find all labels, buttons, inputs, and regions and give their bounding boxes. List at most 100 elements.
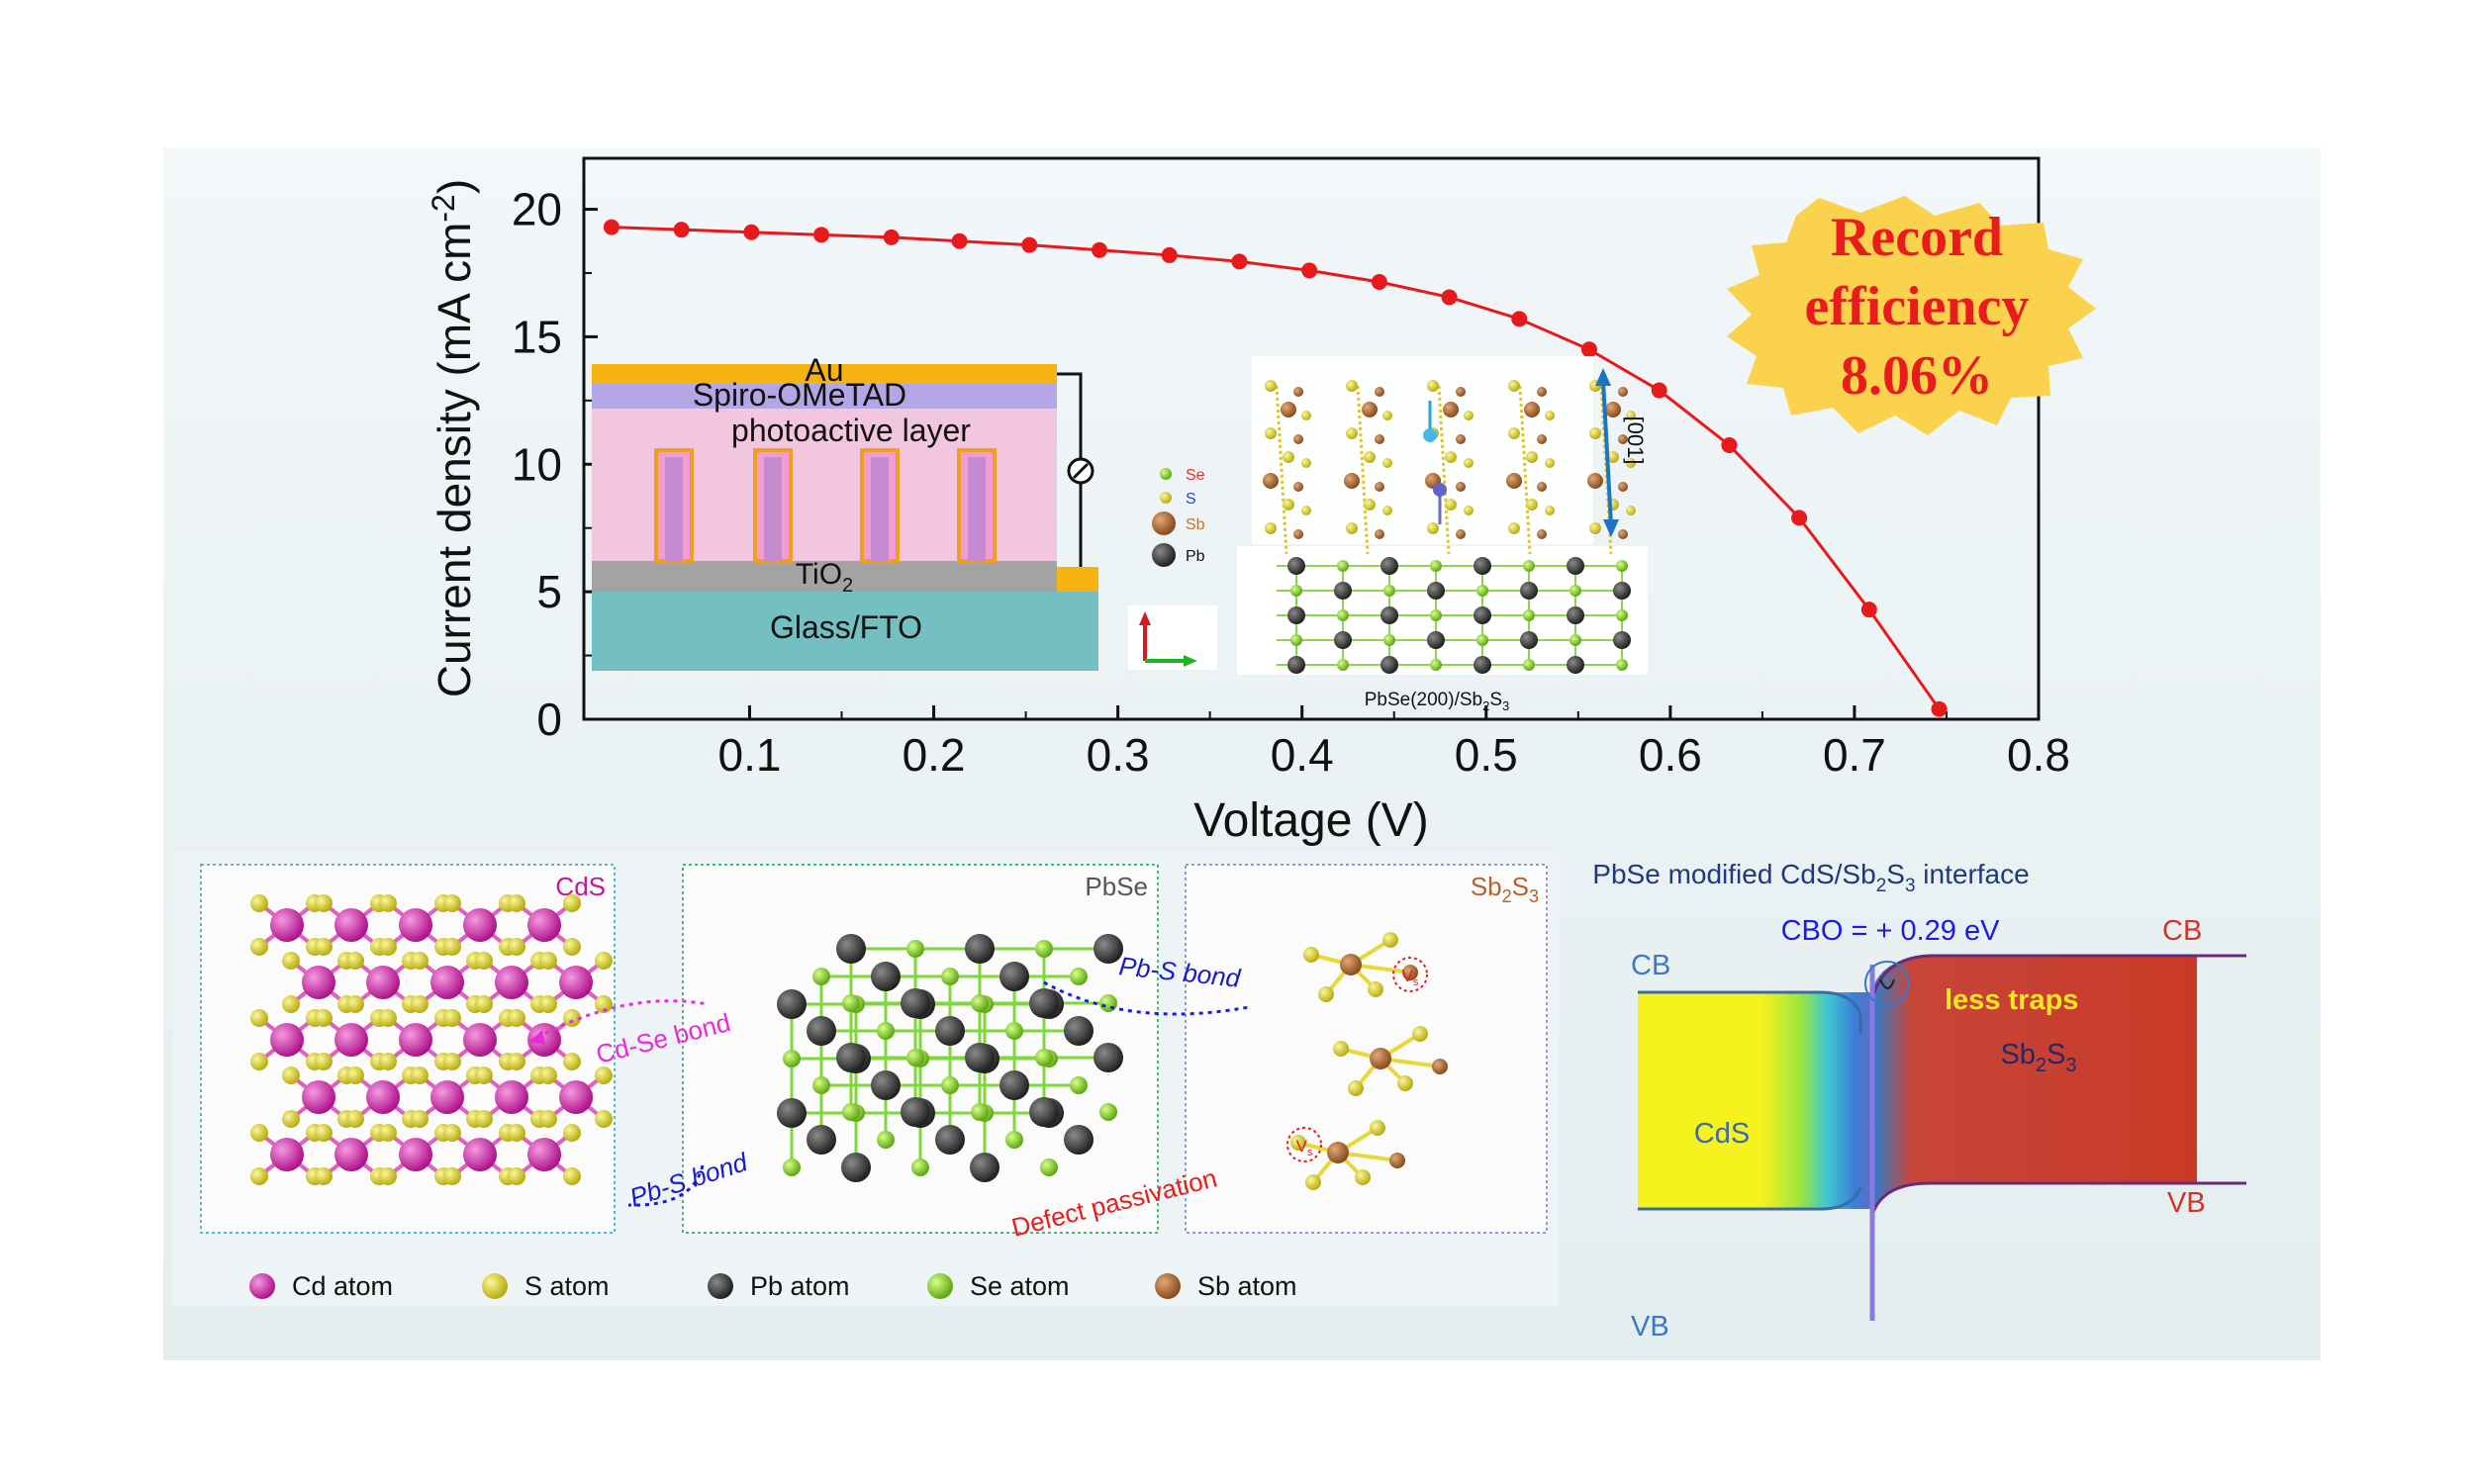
data-point <box>1092 241 1108 258</box>
legend-se: Se <box>1186 467 1205 484</box>
se-atom <box>1337 609 1349 621</box>
se-atom <box>783 1159 801 1176</box>
badge-line3: 8.06% <box>1841 345 1993 407</box>
x-tick-label: 0.8 <box>2007 729 2070 781</box>
s-atom <box>1364 499 1376 510</box>
s-atom <box>475 995 493 1013</box>
s-atom <box>346 1067 364 1084</box>
y-tick-label: 10 <box>512 438 562 490</box>
pb-atom <box>777 1098 807 1128</box>
s-atom <box>411 995 428 1013</box>
vacancy-top-sub: s <box>1413 976 1419 988</box>
chain-atom <box>1545 506 1555 515</box>
data-point <box>1860 602 1877 618</box>
s-atom <box>1445 451 1457 463</box>
sb-atom <box>1281 402 1296 417</box>
cds-label: CdS <box>1694 1118 1750 1150</box>
pb-atom <box>901 1097 930 1127</box>
cd-atom <box>559 1080 593 1114</box>
s-atom <box>1318 986 1334 1002</box>
s-atom <box>475 1067 493 1084</box>
chain-atom <box>1301 458 1311 468</box>
chain-atom <box>1456 434 1466 444</box>
s-atom <box>1305 1174 1321 1190</box>
cd-atom <box>495 1080 528 1114</box>
s-atom <box>315 1009 333 1027</box>
cds-vb-line <box>1638 1186 1862 1211</box>
chain-atom <box>1618 434 1628 444</box>
se-atom <box>1337 560 1349 572</box>
sb2s3-band-sub2: 3 <box>2065 1055 2076 1076</box>
caption-sub1: 2 <box>1482 698 1489 713</box>
se-atom <box>1383 634 1395 646</box>
s-atom <box>1346 427 1358 439</box>
s-atom <box>379 894 397 912</box>
sb2s3-title-mid: S <box>1512 872 1529 901</box>
structure-caption: PbSe(200)/Sb2S3 <box>1365 690 1510 713</box>
s-atom <box>1355 1169 1371 1185</box>
x-tick-label: 0.4 <box>1271 729 1334 781</box>
x-tick-label: 0.7 <box>1823 729 1886 781</box>
label-spiro: Spiro-OMeTAD <box>693 377 906 413</box>
data-point <box>1441 289 1458 306</box>
pb-atom <box>1520 631 1538 649</box>
bottom-contact <box>1057 567 1098 592</box>
y-axis-label-main: Current density (mA cm <box>428 223 480 698</box>
pb-atom <box>1287 656 1305 674</box>
sb2s3-slab-bg <box>1252 356 1593 544</box>
sb-atom <box>1506 473 1522 489</box>
sb2s3-title-main: Sb <box>1471 872 1502 901</box>
y-tick-label: 15 <box>512 311 562 362</box>
pb-atom <box>871 1070 901 1100</box>
se-atom <box>1523 659 1535 671</box>
se-atom <box>1430 560 1442 572</box>
sb2s3-vb-line <box>1870 1181 2246 1216</box>
layer-spiro <box>592 384 1057 409</box>
cd-atom <box>302 966 335 999</box>
s-atom <box>346 1110 364 1128</box>
se-atom <box>1290 634 1302 646</box>
s-atom <box>250 1167 268 1185</box>
s-atom <box>1589 522 1601 534</box>
s-atom <box>1526 499 1538 510</box>
sb2s3-title-sub2: 3 <box>1529 886 1539 906</box>
crystal-atoms <box>250 894 1448 1190</box>
legend-cd-dot <box>249 1273 275 1299</box>
s-atom <box>411 952 428 970</box>
se-atom <box>1099 1103 1117 1121</box>
se-atom <box>906 940 924 958</box>
cd-atom <box>334 908 368 942</box>
chain-atom <box>1293 529 1303 539</box>
pb-atom <box>1029 988 1059 1018</box>
label-au: Au <box>805 352 843 388</box>
s-atom <box>443 1053 461 1070</box>
s-atom <box>443 1009 461 1027</box>
data-point <box>1651 382 1667 399</box>
vb-left-label: VB <box>1631 1311 1669 1343</box>
se-atom <box>1290 585 1302 597</box>
s-atom <box>250 1053 268 1070</box>
data-point <box>1021 236 1038 253</box>
y-axis-label: Current density (mA cm-2) <box>426 179 480 697</box>
pb-atom <box>807 1016 836 1046</box>
axis-ticks: 0.1 0.2 0.3 0.4 0.5 0.6 0.7 0.8 0 5 10 15 20 <box>512 184 2070 781</box>
sb-atom <box>1402 965 1418 980</box>
pb-atom <box>777 989 807 1019</box>
legend-pb-label: Pb atom <box>750 1271 850 1301</box>
se-atom <box>812 1076 830 1094</box>
s-atom <box>315 1124 333 1142</box>
pb-atom <box>871 962 901 991</box>
pb-atom <box>965 934 995 964</box>
s-atom <box>1508 380 1520 392</box>
se-atom <box>1570 585 1581 597</box>
sb2s3-title-sub1: 2 <box>1502 886 1512 906</box>
pb-atom <box>841 1153 871 1182</box>
s-atom <box>379 1053 397 1070</box>
layer-glass-fto <box>592 592 1098 671</box>
data-point <box>1511 311 1528 327</box>
pb-atom <box>1567 656 1584 674</box>
s-atom <box>443 1124 461 1142</box>
s-atom <box>1265 380 1277 392</box>
s-atom <box>1382 932 1398 948</box>
cd-atom <box>270 908 304 942</box>
